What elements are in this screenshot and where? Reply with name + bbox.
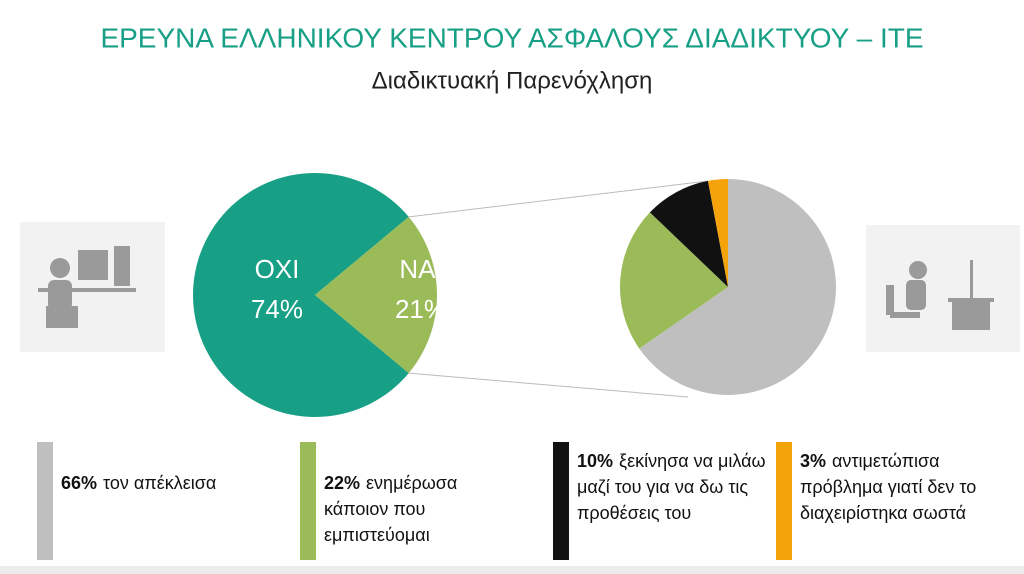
legend-value: 66% xyxy=(61,473,98,493)
slice-value-label: 74% xyxy=(251,294,303,324)
connector-line xyxy=(408,372,689,398)
chart-subtitle: Διαδικτυακή Παρενόχληση xyxy=(372,67,653,94)
legend-value: 10% xyxy=(577,451,614,471)
legend-swatch xyxy=(776,442,792,560)
slice-label: ΟΧΙ xyxy=(255,254,300,284)
legend-text: 66% τον απέκλεισα xyxy=(61,470,251,496)
pie-slice xyxy=(707,179,728,287)
legend-label: τον απέκλεισα xyxy=(103,473,217,493)
pie-slice xyxy=(620,212,728,349)
legend-text: 22% ενημέρωσα κάποιον που εμπιστεύομαι xyxy=(324,470,514,548)
legend-label: ξεκίνησα να μιλάω μαζί του για να δω τις… xyxy=(577,451,766,523)
legend-swatch xyxy=(300,442,316,560)
right-icon xyxy=(866,225,1020,352)
legend-value: 22% xyxy=(324,473,361,493)
legend-label: αντιμετώπισα πρόβλημα γιατί δεν το διαχε… xyxy=(800,451,977,523)
slice-value-label: 21% xyxy=(395,294,447,324)
left-icon xyxy=(20,222,165,352)
pie-slice xyxy=(639,179,836,396)
legend-value: 3% xyxy=(800,451,827,471)
pie-slice xyxy=(649,180,728,287)
footer-strip xyxy=(0,566,1024,574)
connector-line xyxy=(408,180,709,218)
pie-slice xyxy=(315,216,437,374)
legend-text: 3% αντιμετώπισα πρόβλημα γιατί δεν το δια… xyxy=(800,448,990,526)
chart-title: ΕΡΕΥΝΑ ΕΛΛΗΝΙΚΟΥ ΚΕΝΤΡΟΥ ΑΣΦΑΛΟΥΣ ΔΙΑΔΙΚ… xyxy=(100,22,923,53)
legend-label: ενημέρωσα κάποιον που εμπιστεύομαι xyxy=(324,473,458,545)
legend-swatch xyxy=(37,442,53,560)
legend-text: 10% ξεκίνησα να μιλάω μαζί του για να δω … xyxy=(577,448,767,526)
slice-label: ΝΑΙ xyxy=(399,254,442,284)
legend-swatch xyxy=(553,442,569,560)
pie-slice xyxy=(192,172,409,417)
